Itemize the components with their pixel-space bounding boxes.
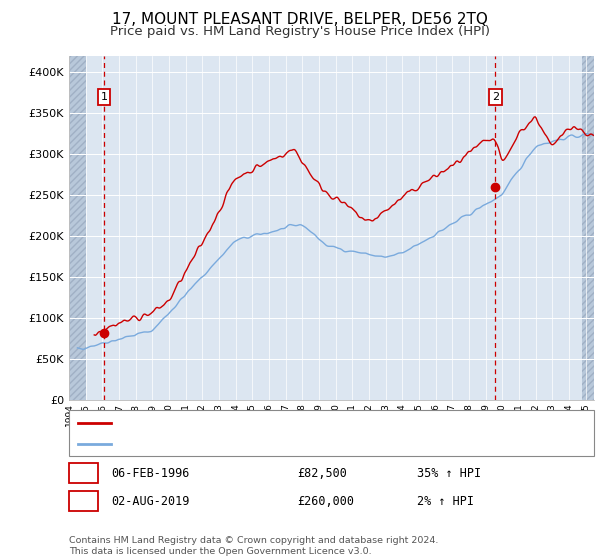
Text: 2: 2 xyxy=(492,92,499,102)
Text: 35% ↑ HPI: 35% ↑ HPI xyxy=(417,466,481,480)
Text: HPI: Average price, detached house, Amber Valley: HPI: Average price, detached house, Ambe… xyxy=(117,438,379,449)
Text: Price paid vs. HM Land Registry's House Price Index (HPI): Price paid vs. HM Land Registry's House … xyxy=(110,25,490,38)
Text: 06-FEB-1996: 06-FEB-1996 xyxy=(111,466,190,480)
Text: 1: 1 xyxy=(100,92,107,102)
Bar xyxy=(581,56,594,400)
Text: £82,500: £82,500 xyxy=(297,466,347,480)
Bar xyxy=(69,56,86,400)
Text: 17, MOUNT PLEASANT DRIVE, BELPER, DE56 2TQ (detached house): 17, MOUNT PLEASANT DRIVE, BELPER, DE56 2… xyxy=(117,418,467,428)
Text: 02-AUG-2019: 02-AUG-2019 xyxy=(111,494,190,508)
Text: 2% ↑ HPI: 2% ↑ HPI xyxy=(417,494,474,508)
Text: 17, MOUNT PLEASANT DRIVE, BELPER, DE56 2TQ: 17, MOUNT PLEASANT DRIVE, BELPER, DE56 2… xyxy=(112,12,488,27)
Text: £260,000: £260,000 xyxy=(297,494,354,508)
Text: Contains HM Land Registry data © Crown copyright and database right 2024.
This d: Contains HM Land Registry data © Crown c… xyxy=(69,536,439,556)
Text: 2: 2 xyxy=(80,494,87,508)
Text: 1: 1 xyxy=(80,466,87,480)
